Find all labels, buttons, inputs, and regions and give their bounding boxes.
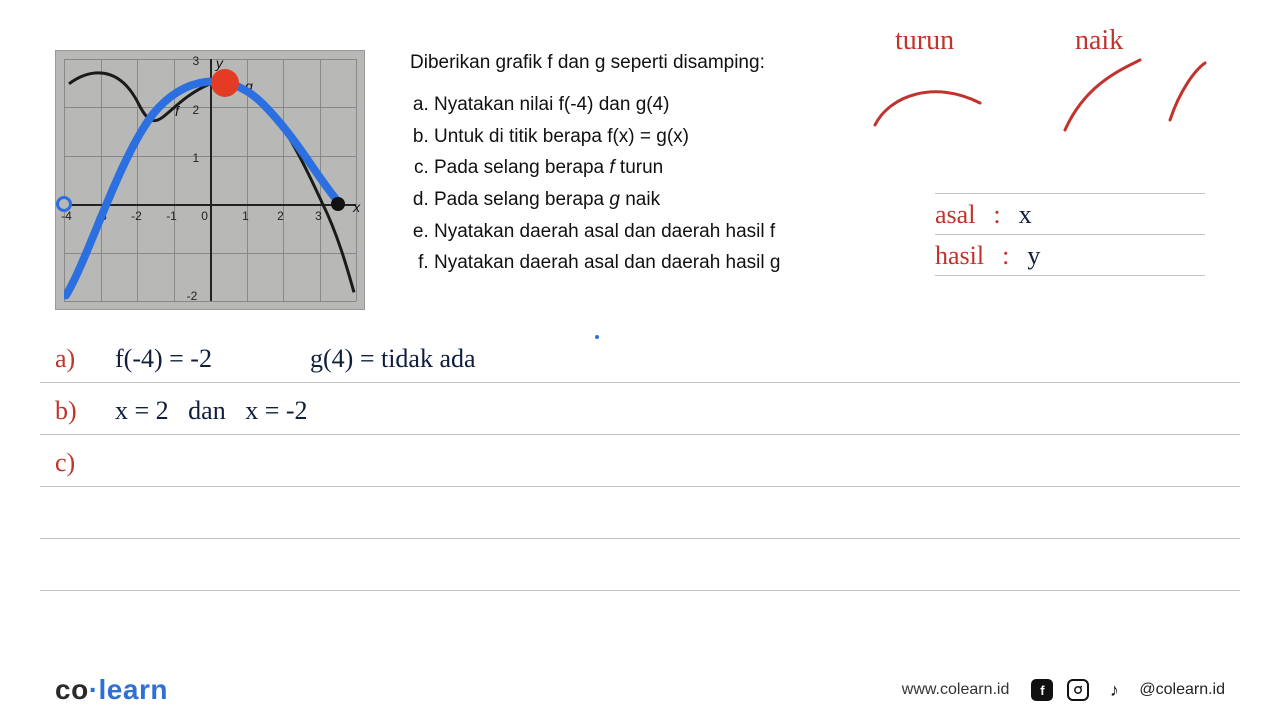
logo-co: co <box>55 674 89 705</box>
brand-logo: co·learn <box>55 674 168 706</box>
colon: : <box>1002 241 1009 271</box>
footer-handle: @colearn.id <box>1139 681 1225 699</box>
annot-turun: turun <box>895 25 954 57</box>
question-title: Diberikan grafik f dan g seperti disampi… <box>410 52 880 74</box>
annot-arcs <box>870 55 1210 145</box>
question-block: Diberikan grafik f dan g seperti disampi… <box>410 52 880 282</box>
question-item: Untuk di titik berapa f(x) = g(x) <box>434 124 880 150</box>
graph-curves <box>64 59 356 301</box>
side-note: asal : x hasil : y <box>935 195 1205 276</box>
facebook-icon: f <box>1031 679 1053 701</box>
answer-area: a) f(-4) = -2 g(4) = tidak ada b) x = 2 … <box>40 330 1240 620</box>
question-item-text: Nyatakan daerah asal dan daerah hasil g <box>434 252 780 273</box>
question-item-text: Nyatakan daerah asal dan daerah hasil f <box>434 221 775 242</box>
asal-value: x <box>1019 200 1032 230</box>
page: y x f g -4 -3 -2 -1 0 1 2 3 1 2 3 -2 <box>0 0 1280 720</box>
footer: co·learn www.colearn.id f ♪ @colearn.id <box>0 660 1280 720</box>
question-item: Nyatakan daerah asal dan daerah hasil f <box>434 219 880 245</box>
answer-a-text2: g(4) = tidak ada <box>310 344 476 374</box>
tiktok-icon: ♪ <box>1103 679 1125 701</box>
answer-b-label: b) <box>55 396 77 426</box>
question-item-text: Nyatakan nilai f(-4) dan g(4) <box>434 94 670 115</box>
logo-learn: learn <box>99 674 168 705</box>
footer-url: www.colearn.id <box>902 681 1010 699</box>
question-item: Nyatakan nilai f(-4) dan g(4) <box>434 92 880 118</box>
annot-naik: naik <box>1075 25 1123 57</box>
question-item-text: Pada selang berapa g naik <box>434 189 660 210</box>
answer-a-label: a) <box>55 344 75 374</box>
red-dot <box>211 69 239 97</box>
answer-c-label: c) <box>55 448 75 478</box>
question-item: Nyatakan daerah asal dan daerah hasil g <box>434 250 880 276</box>
hasil-label: hasil <box>935 241 984 271</box>
answer-b-text: x = 2 dan x = -2 <box>115 396 308 426</box>
question-item: Pada selang berapa g naik <box>434 187 880 213</box>
instagram-icon <box>1067 679 1089 701</box>
footer-right: www.colearn.id f ♪ @colearn.id <box>902 679 1225 701</box>
question-list: Nyatakan nilai f(-4) dan g(4) Untuk di t… <box>410 92 880 276</box>
colon: : <box>993 200 1000 230</box>
answer-a-text1: f(-4) = -2 <box>115 344 212 374</box>
question-item-text: Pada selang berapa f turun <box>434 157 663 178</box>
asal-label: asal <box>935 200 975 230</box>
graph-image: y x f g -4 -3 -2 -1 0 1 2 3 1 2 3 -2 <box>55 50 365 310</box>
question-item-text: Untuk di titik berapa f(x) = g(x) <box>434 126 689 147</box>
question-item: Pada selang berapa f turun <box>434 155 880 181</box>
hasil-value: y <box>1027 241 1040 271</box>
